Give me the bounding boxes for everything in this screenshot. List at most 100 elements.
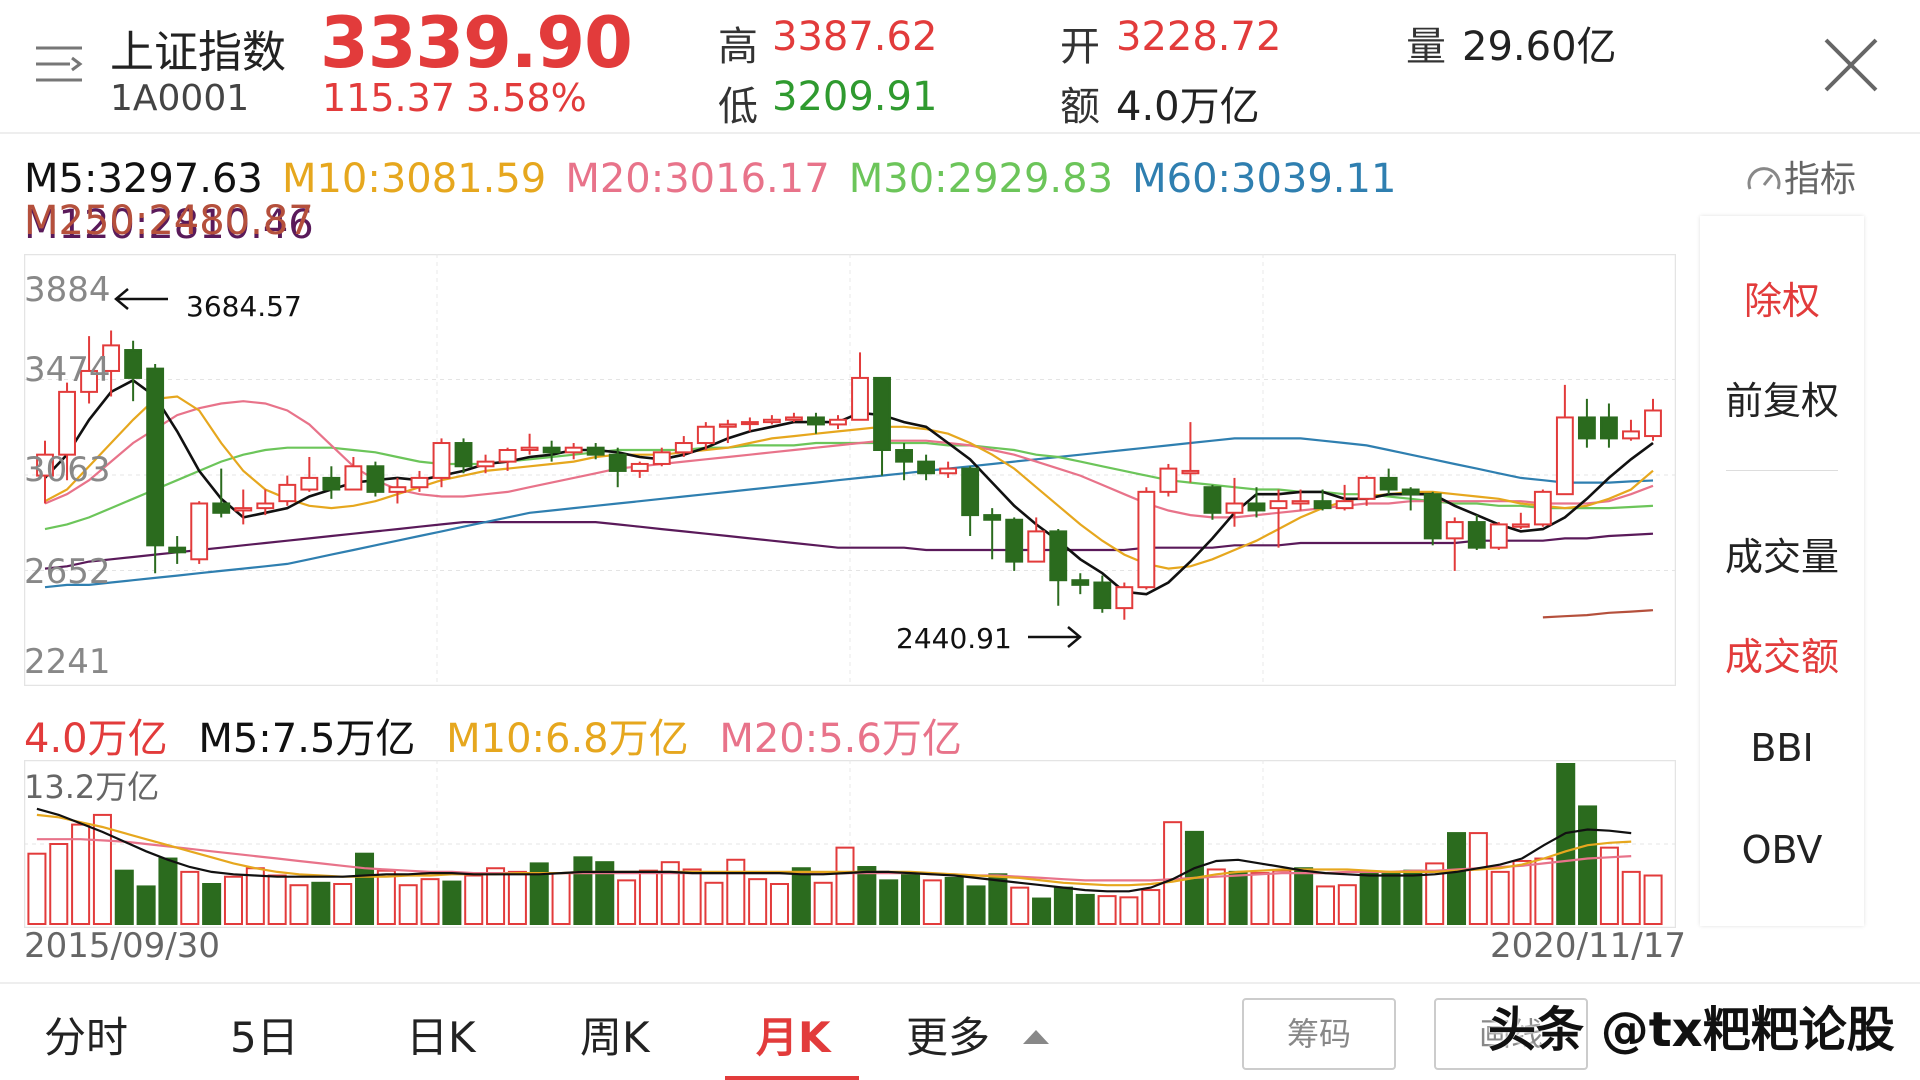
close-icon[interactable]	[1822, 36, 1882, 96]
candle-body	[983, 514, 1002, 521]
volume-bar	[1337, 884, 1357, 925]
side-item-amount[interactable]: 成交额	[1724, 635, 1839, 679]
candle-body	[1313, 500, 1332, 510]
price-chart[interactable]	[24, 254, 1676, 686]
candle-body	[939, 467, 958, 475]
low-annotation: 2440.91	[896, 622, 1012, 655]
volume-bar	[595, 861, 615, 925]
volume-bar	[1119, 896, 1139, 925]
volume-bar	[202, 883, 222, 925]
volume-ma5: M5:7.5万亿	[198, 716, 416, 762]
candle-body	[1027, 530, 1046, 563]
volume-bar	[988, 873, 1008, 925]
volume-bar	[1599, 846, 1619, 925]
candle-body	[102, 344, 121, 372]
tab-daily-k[interactable]: 日K	[406, 1013, 476, 1062]
volume-bar	[1556, 763, 1576, 925]
candle-body	[718, 423, 737, 428]
candle-body	[829, 418, 847, 426]
tab-more[interactable]: 更多	[906, 1004, 1051, 1065]
volume-bar	[92, 813, 112, 926]
volume-bar	[1032, 897, 1052, 926]
amount-value: 4.0万亿	[1116, 84, 1260, 130]
candle-body	[520, 446, 539, 452]
candle-body	[1533, 490, 1552, 526]
amount-label: 额	[1060, 84, 1100, 130]
menu-list-icon[interactable]	[34, 42, 86, 88]
candle-body	[1269, 500, 1288, 510]
chips-button[interactable]: 筹码	[1242, 998, 1396, 1070]
tab-intraday[interactable]: 分时	[44, 1013, 129, 1062]
volume-bar	[922, 879, 942, 926]
indicator-button[interactable]: 指标	[1744, 150, 1856, 202]
volume-bar	[1010, 886, 1030, 925]
low-label: 低	[718, 84, 758, 130]
volume-bar	[398, 884, 418, 925]
candle-body	[234, 507, 253, 512]
volume-bar	[1053, 886, 1073, 925]
tab-monthly-k[interactable]: 月K	[756, 1013, 831, 1062]
volume-label: 量	[1406, 24, 1446, 70]
price-change-pct: 3.58%	[466, 76, 587, 120]
volume-bar	[136, 885, 156, 925]
side-item-forward-adjust[interactable]: 前复权	[1724, 379, 1839, 423]
candle-body	[1049, 530, 1068, 582]
stock-code: 1A0001	[110, 78, 250, 119]
volume-value: 29.60亿	[1462, 24, 1617, 70]
side-item-ex-rights[interactable]: 除权	[1743, 279, 1820, 323]
low-value: 3209.91	[772, 74, 938, 120]
candle-body	[58, 390, 76, 456]
candle-body	[410, 476, 429, 489]
period-tabs: 分时 5日 日K 周K 月K 更多 筹码 画线	[0, 982, 1920, 1080]
side-item-bbi[interactable]: BBI	[1750, 726, 1814, 770]
tab-weekly-k[interactable]: 周K	[580, 1013, 650, 1062]
candle-body	[961, 467, 980, 517]
candle-body	[630, 462, 649, 472]
volume-bar	[835, 846, 855, 925]
volume-bar	[1097, 895, 1117, 926]
high-annotation: 3684.57	[186, 290, 302, 323]
ma-line-m60	[44, 437, 1654, 589]
current-price: 3339.90	[320, 2, 633, 84]
candle-body	[454, 442, 473, 468]
candle-body	[80, 369, 98, 393]
candle-body	[564, 446, 583, 454]
volume-bar	[311, 881, 331, 925]
candle-body	[740, 421, 759, 426]
side-item-obv[interactable]: OBV	[1741, 828, 1823, 872]
ma-legend: M5:3297.63 M10:3081.59 M20:3016.17 M30:2…	[24, 156, 1684, 248]
volume-bar	[1228, 870, 1248, 925]
tab-5day[interactable]: 5日	[230, 1013, 299, 1062]
volume-bar	[901, 873, 921, 925]
draw-line-button[interactable]: 画线	[1434, 998, 1588, 1070]
price-axis-label: 2241	[24, 642, 111, 682]
candle-body	[696, 425, 715, 445]
volume-ma-line-ma10	[36, 813, 1632, 887]
price-axis-label: 3884	[24, 270, 111, 310]
volume-bar	[682, 868, 702, 925]
volume-bar	[223, 875, 243, 925]
side-divider	[1726, 470, 1838, 471]
candle-body	[1423, 493, 1442, 540]
volume-bar	[1141, 889, 1161, 925]
ma120-label: M120:2810.46	[24, 202, 314, 248]
volume-bar	[1425, 862, 1445, 925]
side-item-volume[interactable]: 成交量	[1724, 535, 1839, 579]
open-value: 3228.72	[1116, 14, 1282, 60]
end-date: 2020/11/17	[1490, 926, 1686, 966]
volume-bar	[1294, 867, 1314, 925]
volume-chart[interactable]	[24, 760, 1676, 928]
volume-bar	[1534, 857, 1554, 925]
volume-bar	[507, 870, 527, 925]
candle-body	[608, 453, 627, 472]
volume-bar	[1512, 859, 1532, 925]
volume-bar	[769, 883, 789, 925]
candle-body	[785, 416, 803, 421]
volume-bar	[966, 885, 986, 925]
tab-more-label: 更多	[906, 1013, 991, 1062]
candle-body	[807, 416, 825, 426]
candle-body	[256, 502, 275, 510]
indicator-side-panel: 除权 前复权 成交量 成交额 BBI OBV	[1700, 216, 1864, 926]
candle-body	[36, 453, 54, 477]
candle-body	[1137, 490, 1156, 589]
